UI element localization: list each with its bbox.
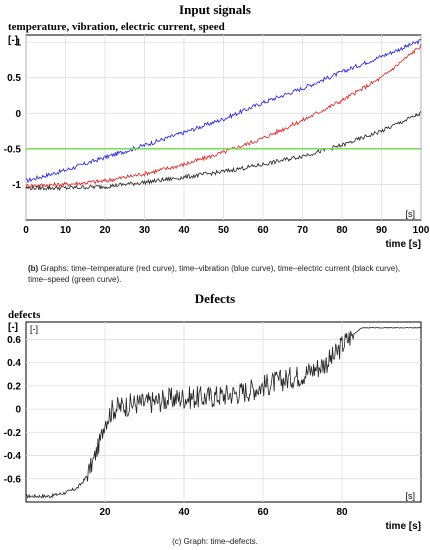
inner-unit-label: [-]	[30, 324, 38, 334]
chart-subtitle: defects	[8, 309, 41, 321]
y-tick-label: 0.6	[7, 335, 21, 346]
y-tick-label: -0.4	[4, 451, 22, 462]
x-tick-label: 20	[99, 225, 111, 236]
y-tick-label: 1	[15, 38, 21, 49]
caption-letter: (c)	[172, 537, 182, 546]
y-tick-label: 0	[15, 109, 21, 120]
y-tick-label: -0.2	[4, 428, 22, 439]
x-tick-label: 60	[257, 225, 269, 236]
x-tick-label: 10	[60, 225, 72, 236]
y-axis-label: [-]	[8, 35, 18, 46]
chart-title: Defects	[194, 291, 236, 306]
x-tick-label: 20	[99, 507, 111, 518]
x-tick-label: 60	[257, 507, 269, 518]
x-tick-label: 80	[336, 225, 348, 236]
x-tick-label: 90	[376, 225, 388, 236]
plot-area	[25, 321, 422, 503]
x-tick-label: 100	[413, 225, 430, 236]
caption-text: Graph: time–defects.	[181, 537, 258, 546]
y-tick-label: 0.2	[7, 381, 21, 392]
chart-title: Input signals	[179, 2, 251, 17]
caption-text: Graphs: time–temperature (red curve), ti…	[28, 264, 401, 284]
y-tick-label: -1	[12, 180, 21, 191]
y-tick-label: -0.5	[4, 144, 22, 155]
y-tick-label: 0.5	[7, 73, 21, 84]
caption-letter: (b)	[28, 264, 39, 273]
series-line-black	[25, 111, 422, 192]
x-tick-label: 40	[178, 225, 190, 236]
x-unit-label: [s]	[405, 209, 415, 219]
figure-caption: (b) Graphs: time–temperature (red curve)…	[28, 263, 418, 285]
y-tick-label: -0.6	[4, 474, 22, 485]
defects-figure: Defects defects 20 40 60 80 0.6 0.4 0.2 0 -0.2 -0…	[0, 285, 430, 532]
chart-subtitle: temperature, vibration, electric current…	[8, 21, 225, 33]
defects-chart: 20 40 60 80 0.6 0.4 0.2 0 -0.2 -0.4 -0.6 [-] time [s…	[4, 321, 422, 532]
x-tick-label: 50	[218, 225, 230, 236]
input-signals-figure: Input signals temperature, vibration, el…	[0, 0, 430, 250]
x-axis-label: time [s]	[385, 521, 421, 532]
y-tick-label: 0	[15, 405, 21, 416]
series-line-line	[25, 327, 421, 499]
series-line-red	[25, 43, 422, 189]
x-tick-label: 30	[139, 225, 151, 236]
x-tick-label: 40	[178, 507, 190, 518]
y-tick-label: 0.4	[7, 358, 21, 369]
input-signals-chart: 0 10 20 30 40 50 60 70 80 90 100 1 0.5 0 -0.5 -1 [-] time…	[4, 34, 430, 250]
x-tick-label: 80	[336, 507, 348, 518]
figure-caption: (c) Graph: time–defects.	[0, 536, 430, 547]
y-axis-label: [-]	[8, 322, 18, 333]
x-unit-label: [s]	[405, 491, 415, 501]
x-tick-label: 0	[23, 225, 29, 236]
x-tick-label: 70	[297, 225, 309, 236]
series-line-blue	[25, 38, 422, 184]
x-axis-label: time [s]	[385, 239, 421, 250]
